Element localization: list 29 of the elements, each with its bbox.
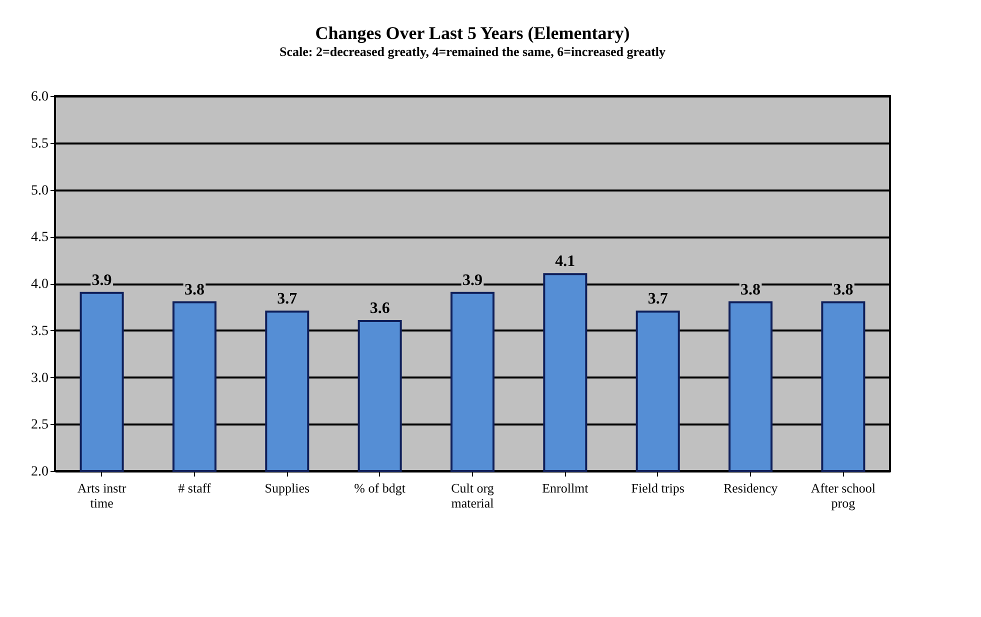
x-tick-label: Enrollmt	[542, 480, 589, 496]
x-tick-label: Arts instr time	[77, 480, 127, 510]
y-tick-label: 5.5	[31, 136, 48, 152]
data-label: 3.8	[184, 281, 204, 298]
y-tick-label: 4.5	[31, 230, 48, 246]
y-tick-label: 2.0	[31, 464, 48, 480]
data-label: 3.7	[648, 290, 668, 308]
data-label: 4.1	[555, 253, 576, 270]
y-tick-label: 5.0	[31, 183, 48, 198]
y-tick-label: 3.5	[31, 324, 48, 339]
y-tick-label: 4.0	[31, 277, 48, 292]
y-tick-label: 3.0	[31, 370, 48, 386]
y-tick-label: 2.5	[31, 418, 48, 433]
x-tick-label: % of bdgt	[354, 480, 406, 496]
x-tick-label: Cult org material	[451, 480, 494, 510]
x-tick-label: After school prog	[810, 480, 876, 510]
data-label: 3.8	[833, 281, 854, 298]
data-label: 3.7	[277, 290, 298, 308]
data-label: 3.9	[462, 272, 482, 289]
x-tick-label: Supplies	[264, 480, 310, 496]
chart-title: Changes Over Last 5 Years (Elementary)	[315, 23, 630, 43]
x-tick-label: Field trips	[631, 480, 684, 496]
data-label: 3.8	[740, 281, 761, 298]
x-tick-label: Residency	[723, 480, 778, 496]
data-label: 3.6	[370, 300, 390, 317]
y-tick-label: 6.0	[31, 90, 48, 104]
data-label: 3.9	[92, 272, 112, 289]
x-tick-label: # staff	[178, 480, 212, 496]
chart-subtitle: Scale: 2=decreased greatly, 4=remained the same, 6=increased greatly	[279, 44, 666, 59]
